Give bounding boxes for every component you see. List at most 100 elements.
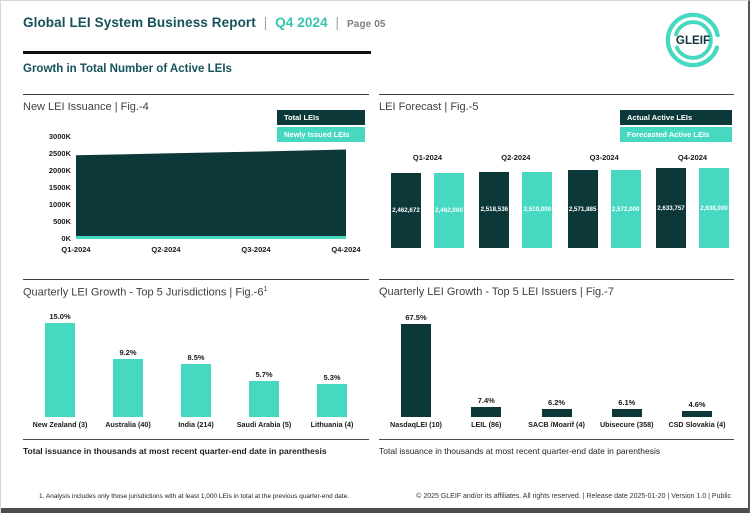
gleif-logo-icon: GLEIF: [665, 12, 721, 68]
fig5-panel: LEI Forecast | Fig.-5 Actual Active LEIs…: [379, 94, 734, 279]
bar-value-label: 5.3%: [323, 372, 341, 382]
fig6-panel: Quarterly LEI Growth - Top 5 Jurisdictio…: [23, 279, 369, 461]
category-column: 6.1% Ubisecure (358): [594, 310, 660, 430]
category-label: Saudi Arabia (5): [236, 420, 292, 429]
quarter-label: Q1-2024: [412, 153, 443, 162]
bar-value-label: 9.2%: [119, 348, 137, 358]
bar: 2,519,000: [522, 171, 553, 248]
bar: [45, 323, 75, 417]
category-label: India (214): [178, 420, 214, 429]
legend-actual-active-leis: Actual Active LEIs: [620, 110, 732, 125]
category-label: NasdaqLEI (10): [390, 420, 442, 429]
bottom-edge-bar: [1, 508, 748, 513]
fig6-note: Total issuance in thousands at most rece…: [23, 439, 369, 456]
category-label: Ubisecure (358): [599, 420, 654, 429]
bar: [471, 406, 502, 417]
bar-value-label: 2,571,885: [568, 205, 597, 213]
bar: 2,571,885: [567, 170, 598, 248]
bar-value-label: 2,519,000: [523, 206, 552, 214]
quarter-bars: 2,518,536 2,519,000: [479, 168, 553, 248]
category-label: SACB /Moarif (4): [528, 420, 585, 429]
x-tick: Q1-2024: [61, 245, 91, 254]
category-column: 15.0% New Zealand (3): [27, 310, 93, 430]
header-separator: |: [335, 15, 340, 30]
report-period: Q4 2024: [275, 15, 328, 30]
quarter-group: Q4-2024 2,633,757 2,638,000: [655, 153, 729, 249]
y-tick: 1000K: [48, 200, 71, 209]
y-tick: 1500K: [48, 183, 71, 192]
fig7-panel: Quarterly LEI Growth - Top 5 LEI Issuers…: [379, 279, 734, 461]
y-tick: 0K: [61, 234, 71, 243]
bar-value-label: 7.4%: [477, 395, 495, 405]
y-tick: 2000K: [48, 166, 71, 175]
category-column: 8.5% India (214): [163, 310, 229, 430]
bar: 2,633,757: [655, 168, 686, 248]
bar: 2,462,672: [391, 173, 421, 248]
bar: 2,572,000: [610, 170, 641, 248]
gleif-logo: GLEIF: [664, 11, 722, 69]
fig4-plot: [76, 137, 346, 239]
quarter-group: Q3-2024 2,571,885 2,572,000: [567, 153, 641, 249]
category-column: 7.4% LEIL (86): [453, 310, 519, 430]
fig7-note: Total issuance in thousands at most rece…: [379, 439, 734, 456]
fig4-yaxis: 3000K 2500K 2000K 1500K 1000K 500K 0K: [25, 132, 71, 244]
bar-value-label: 6.2%: [547, 397, 566, 407]
category-label: Lithuania (4): [310, 420, 354, 429]
copyright-line: © 2025 GLEIF and/or its affiliates. All …: [416, 493, 731, 500]
fig6-title: Quarterly LEI Growth - Top 5 Jurisdictio…: [23, 286, 267, 299]
bar-value-label: 2,633,757: [657, 204, 685, 212]
category-column: 4.6% CSD Slovakia (4): [664, 310, 730, 430]
page-number: Page 05: [347, 19, 386, 30]
bar-value-label: 67.5%: [405, 313, 427, 322]
fig4-title: New LEI Issuance | Fig.-4: [23, 101, 149, 113]
legend-total-leis: Total LEIs: [277, 110, 365, 125]
bar-value-label: 2,638,000: [700, 204, 728, 212]
y-tick: 3000K: [48, 132, 71, 141]
x-tick: Q2-2024: [151, 245, 181, 254]
bar-value-label: 5.7%: [255, 370, 273, 380]
total-leis-area: [76, 149, 346, 239]
charts-grid: New LEI Issuance | Fig.-4 Total LEIs New…: [23, 94, 734, 461]
category-label: LEIL (86): [471, 420, 502, 429]
quarter-bars: 2,462,672 2,462,000: [391, 168, 464, 248]
report-title: Global LEI System Business Report: [23, 15, 256, 30]
category-label: New Zealand (3): [32, 420, 88, 429]
bar: [401, 324, 431, 417]
header-separator: |: [263, 15, 268, 30]
bar: [682, 410, 712, 417]
x-tick: Q3-2024: [241, 245, 271, 254]
fig4-legend: Total LEIs Newly Issued LEIs: [277, 110, 365, 142]
bar-value-label: 8.5%: [187, 352, 205, 362]
fig4-xaxis: Q1-2024 Q2-2024 Q3-2024 Q4-2024: [61, 245, 360, 257]
category-label: CSD Slovakia (4): [668, 420, 726, 429]
bar-value-label: 2,462,000: [435, 207, 463, 215]
category-column: 6.2% SACB /Moarif (4): [524, 310, 590, 430]
legend-forecasted-active-leis: Forecasted Active LEIs: [620, 127, 732, 142]
category-column: 9.2% Australia (40): [95, 310, 161, 430]
bar-value-label: 2,462,672: [392, 207, 420, 215]
fig6-title-text: Quarterly LEI Growth - Top 5 Jurisdictio…: [23, 286, 264, 299]
bar: 2,518,536: [479, 171, 510, 248]
newly-issued-leis-strip: [76, 236, 346, 239]
fig5-title: LEI Forecast | Fig.-5: [379, 101, 479, 113]
y-tick: 2500K: [48, 149, 71, 158]
category-column: 5.3% Lithuania (4): [299, 310, 365, 430]
bar-value-label: 6.1%: [618, 397, 636, 407]
category-column: 67.5% NasdaqLEI (10): [383, 310, 449, 430]
quarter-bars: 2,571,885 2,572,000: [567, 168, 641, 248]
bar-value-label: 2,518,536: [480, 206, 509, 214]
bar-value-label: 2,572,000: [611, 205, 640, 213]
bar: [317, 383, 347, 417]
quarter-group: Q2-2024 2,518,536 2,519,000: [479, 153, 553, 249]
x-tick: Q4-2024: [331, 245, 361, 254]
legend-newly-issued-leis: Newly Issued LEIs: [277, 127, 365, 142]
category-label: Australia (40): [105, 420, 151, 429]
page-footnote: 1. Analysis includes only those jurisdic…: [39, 493, 350, 500]
bar: [611, 408, 642, 417]
report-header: Global LEI System Business Report | Q4 2…: [1, 1, 748, 30]
header-rule: [23, 51, 371, 54]
fig4-panel: New LEI Issuance | Fig.-4 Total LEIs New…: [23, 94, 369, 279]
quarter-label: Q3-2024: [589, 153, 619, 162]
fig5-legend: Actual Active LEIs Forecasted Active LEI…: [620, 110, 732, 142]
